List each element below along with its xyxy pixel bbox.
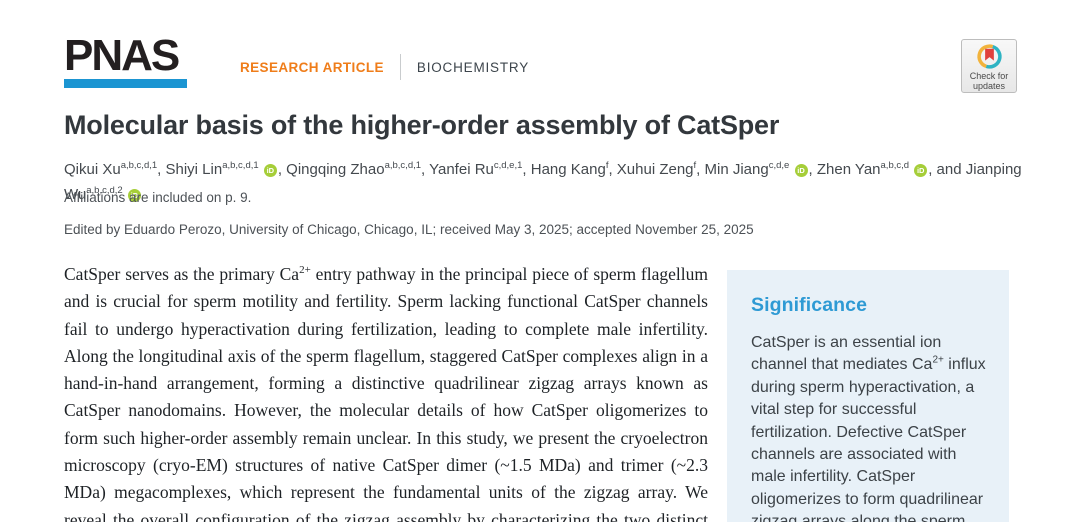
abstract-text: CatSper serves as the primary Ca2+ entry… — [64, 264, 708, 522]
orcid-icon[interactable]: iD — [914, 164, 928, 177]
author-name[interactable]: Min Jiangc,d,e — [704, 160, 790, 178]
author-name[interactable]: Qikui Xua,b,c,d,1 — [64, 160, 158, 178]
significance-panel: Significance CatSper is an essential ion… — [727, 270, 1009, 522]
author-name[interactable]: Xuhui Zengf — [616, 160, 697, 178]
author-name[interactable]: Hang Kangf — [530, 160, 609, 178]
superscript: 2+ — [299, 264, 311, 277]
orcid-icon[interactable]: iD — [127, 189, 141, 202]
check-badge-line1: Check for — [969, 71, 1009, 81]
crossmark-icon — [976, 44, 1002, 69]
author-name[interactable]: Shiyi Lina,b,c,d,1 — [165, 160, 259, 178]
orcid-icon[interactable]: iD — [263, 164, 277, 177]
author-list: Qikui Xua,b,c,d,1, Shiyi Lina,b,c,d,1 iD… — [64, 160, 1022, 203]
check-badge-line2: updates — [972, 81, 1005, 91]
superscript: 2+ — [932, 355, 944, 367]
pnas-logo[interactable]: PNAS — [64, 31, 187, 88]
pnas-logo-bar — [64, 79, 187, 88]
nav-divider — [399, 54, 401, 80]
significance-heading: Significance — [751, 294, 868, 316]
article-type-label[interactable]: RESEARCH ARTICLE — [240, 59, 384, 75]
author-name[interactable]: Zhen Yana,b,c,d — [816, 160, 910, 178]
check-for-updates-button[interactable]: Check for updates — [961, 39, 1017, 93]
affiliations-note: Affiliations are included on p. 9. — [64, 190, 252, 205]
page-title: Molecular basis of the higher-order asse… — [64, 110, 780, 140]
author-name[interactable]: Yanfei Ruc,d,e,1 — [429, 160, 523, 178]
orcid-icon[interactable]: iD — [794, 164, 808, 177]
author-name[interactable]: Jianping Wua,b,c,d,2 — [64, 161, 1022, 203]
author-name[interactable]: Qingqing Zhaoa,b,c,d,1 — [286, 160, 422, 178]
significance-text: CatSper is an essential ion channel that… — [751, 334, 986, 522]
pnas-logo-text: PNAS — [64, 31, 180, 80]
header-nav: RESEARCH ARTICLE BIOCHEMISTRY — [240, 54, 529, 80]
edited-by-line: Edited by Eduardo Perozo, University of … — [64, 222, 754, 237]
category-label[interactable]: BIOCHEMISTRY — [416, 59, 530, 75]
